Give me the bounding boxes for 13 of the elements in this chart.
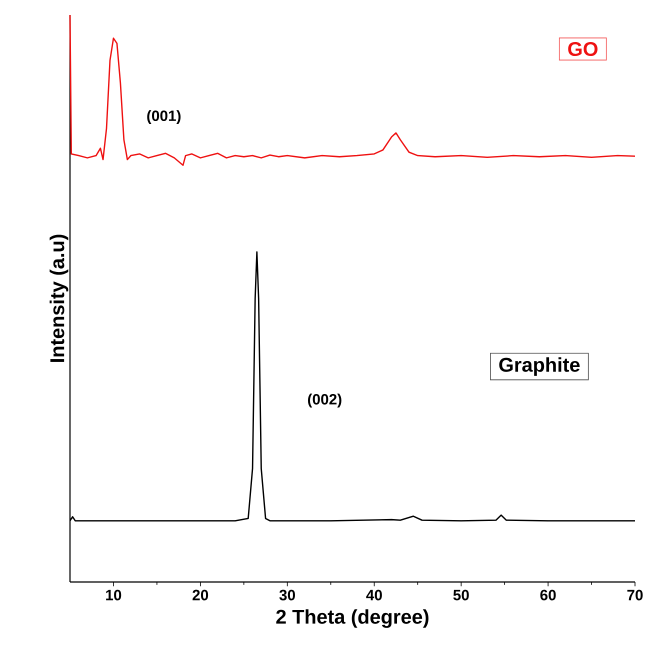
x-tick-label: 10 xyxy=(106,590,122,600)
x-tick-label: 50 xyxy=(453,590,469,600)
text: Graphite xyxy=(499,357,580,376)
annotation: (002) xyxy=(308,394,342,408)
y-axis-title: Intensity (a.u) xyxy=(50,234,68,362)
annotation: (001) xyxy=(147,110,181,124)
x-tick-label: 60 xyxy=(540,590,556,600)
x-tick-label: 70 xyxy=(627,590,643,600)
x-tick-label: 20 xyxy=(192,590,208,600)
x-tick-label: 40 xyxy=(366,590,382,600)
text: GO xyxy=(568,42,598,56)
x-tick-label: 30 xyxy=(279,590,295,600)
x-axis-title: 2 Theta (degree) xyxy=(276,609,428,628)
